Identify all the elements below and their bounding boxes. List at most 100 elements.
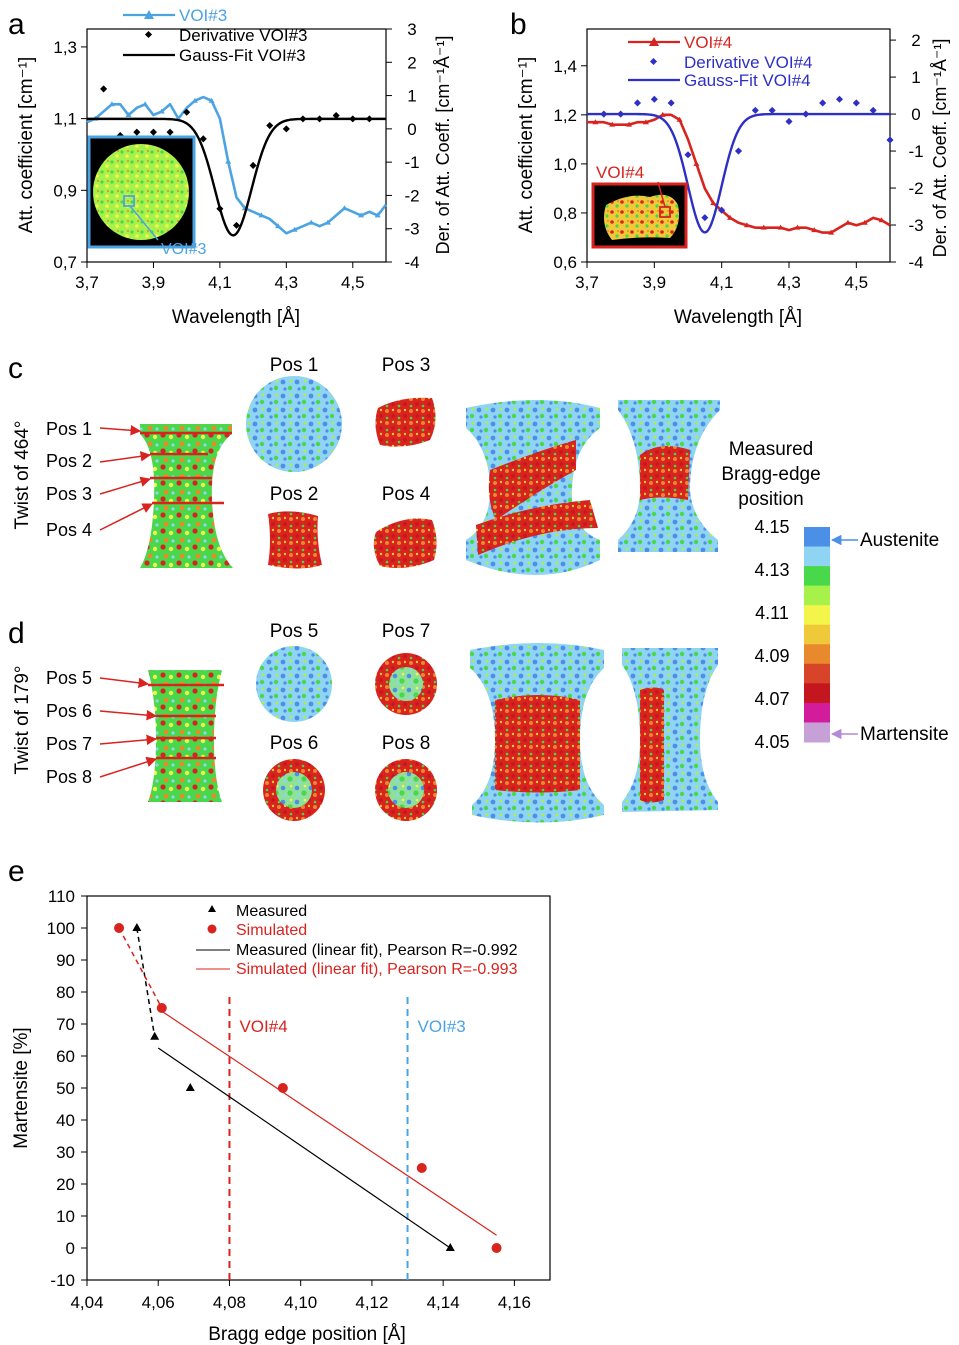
panel-label-e: e (8, 855, 25, 888)
pos4-label: Pos 4 (46, 520, 92, 540)
panel-d-pos-lines (148, 683, 224, 760)
panel-a-chart: a 3,7 3,9 4,1 4,3 4,5 0,7 0,9 1,1 1,3 3 2 1 0 -1 -2 -3 -… (8, 6, 453, 328)
ytick-label-b: 0,6 (553, 253, 577, 272)
series-point-b-0 (844, 219, 851, 225)
ytick-label-a: 1,1 (53, 110, 77, 129)
xtick-label-a: 3,9 (142, 273, 166, 292)
deriv-point-a (199, 135, 207, 143)
ytick-label-b: 1,4 (553, 57, 577, 76)
ytick-label-e: 20 (56, 1175, 75, 1194)
colorbar-swatch (804, 566, 830, 587)
ytick-label-e: 110 (48, 887, 75, 906)
simulated-point (416, 1163, 427, 1173)
panel-label-a: a (8, 8, 25, 41)
legend-a-voi3-label: VOI#3 (179, 6, 227, 25)
y2tick-label-b: 0 (911, 105, 920, 124)
deriv-point-b (768, 106, 776, 114)
ytick-label-e: 0 (66, 1239, 75, 1258)
series-point-b-0 (642, 119, 649, 125)
y2tick-label-a: 1 (407, 87, 416, 106)
series-point-b-0 (693, 160, 700, 166)
deriv-point-b (701, 214, 709, 222)
y2tick-label-b: -1 (908, 142, 923, 161)
series-point-b-0 (777, 224, 784, 230)
colorbar-title-1: Measured (729, 439, 814, 460)
deriv-point-b (869, 106, 877, 114)
colorbar-tick-label: 4.11 (755, 603, 789, 623)
ytick-label-e: 60 (56, 1047, 75, 1066)
y2tick-label-a: 0 (407, 120, 416, 139)
panel-d-pos-labels: Pos 5 Pos 6 Pos 7 Pos 8 (46, 668, 158, 787)
deriv-point-a (166, 128, 174, 136)
pos7-arrow (99, 734, 158, 746)
series-point-a-0 (225, 158, 232, 164)
ytick-label-e: 100 (47, 919, 75, 938)
panel-a-xlabel: Wavelength [Å] (172, 307, 300, 328)
panel-c-tomography: c Twist of 464° Pos 1 Pos 2 Pos 3 Pos 4 … (8, 352, 720, 575)
legend-e-simulated-label: Simulated (236, 922, 307, 939)
pos7-label: Pos 7 (46, 734, 92, 754)
render-d-section-band (640, 687, 664, 803)
deriv-point-b (785, 117, 793, 125)
panel-e-legend: Measured Simulated Measured (linear fit)… (196, 903, 518, 978)
deriv-point-b (633, 99, 642, 107)
xtick-label-b: 3,9 (643, 273, 667, 292)
colorbar-title-2: Bragg-edge (721, 464, 820, 485)
series-point-a-0 (374, 212, 381, 218)
slice-d-title-1: Pos 5 (270, 621, 319, 642)
slice-pos3 (375, 397, 436, 447)
colorbar-tick-label: 4.09 (754, 646, 789, 666)
ytick-label-a: 0,9 (53, 181, 77, 200)
legend-e-measured-fit-label: Measured (linear fit), Pearson R=-0.992 (236, 942, 518, 959)
colorbar-tick-label: 4.05 (754, 732, 789, 752)
series-point-a-0 (258, 212, 265, 218)
deriv-point-a (183, 108, 191, 116)
simulated-point (491, 1243, 502, 1253)
measured-point (132, 923, 142, 931)
ytick-label-e: 80 (56, 983, 75, 1002)
xtick-label-a: 4,1 (208, 273, 232, 292)
colorbar-swatch (804, 605, 830, 626)
series-point-b-0 (727, 214, 734, 220)
y2tick-label-b: -3 (908, 216, 923, 235)
panel-a-plot-frame (86, 28, 387, 263)
legend-b-deriv-label: Derivative VOI#4 (684, 53, 813, 72)
deriv-point-a (232, 221, 241, 229)
colorbar-swatch (804, 644, 830, 665)
colorbar: Measured Bragg-edge position 4.15 4.13 4.1… (721, 439, 948, 752)
pos6-label: Pos 6 (46, 701, 92, 721)
slice-c-title-3: Pos 2 (270, 484, 319, 505)
series-point-a-0 (358, 212, 365, 218)
ytick-label-b: 1,2 (553, 106, 577, 125)
y2tick-label-b: -4 (908, 253, 923, 272)
xtick-label-e: 4,08 (213, 1293, 246, 1312)
connector-0 (136, 927, 156, 1037)
pos1-label: Pos 1 (46, 419, 92, 439)
slice-c-title-4: Pos 4 (382, 484, 431, 505)
slice-c-title-1: Pos 1 (270, 355, 319, 376)
render-c-front-band (488, 440, 576, 520)
martensite-label: Martensite (860, 724, 949, 745)
pos8-arrow (99, 756, 157, 778)
gauss-fit-b (587, 112, 890, 234)
deriv-point-a (282, 125, 290, 133)
fit-line-1 (161, 1010, 497, 1236)
series-point-b-0 (592, 119, 599, 125)
slice-pos8 (375, 759, 437, 821)
simulated-point (277, 1083, 288, 1093)
slice-d-title-3: Pos 6 (270, 733, 319, 754)
inset-a-sample-slice (93, 144, 189, 240)
pos8-label: Pos 8 (46, 767, 92, 787)
deriv-point-b (718, 206, 726, 214)
pos2-arrow (99, 451, 152, 463)
series-point-a-0 (125, 112, 132, 118)
legend-a-deriv-marker (144, 30, 153, 39)
pos2-label: Pos 2 (46, 451, 92, 471)
colorbar-title-3: position (738, 489, 804, 510)
simulated-point (114, 923, 125, 933)
colorbar-swatch (804, 683, 830, 704)
colorbar-tick-label: 4.07 (754, 689, 789, 709)
legend-b-voi4-label: VOI#4 (684, 33, 732, 52)
xtick-label-a: 3,7 (75, 273, 99, 292)
